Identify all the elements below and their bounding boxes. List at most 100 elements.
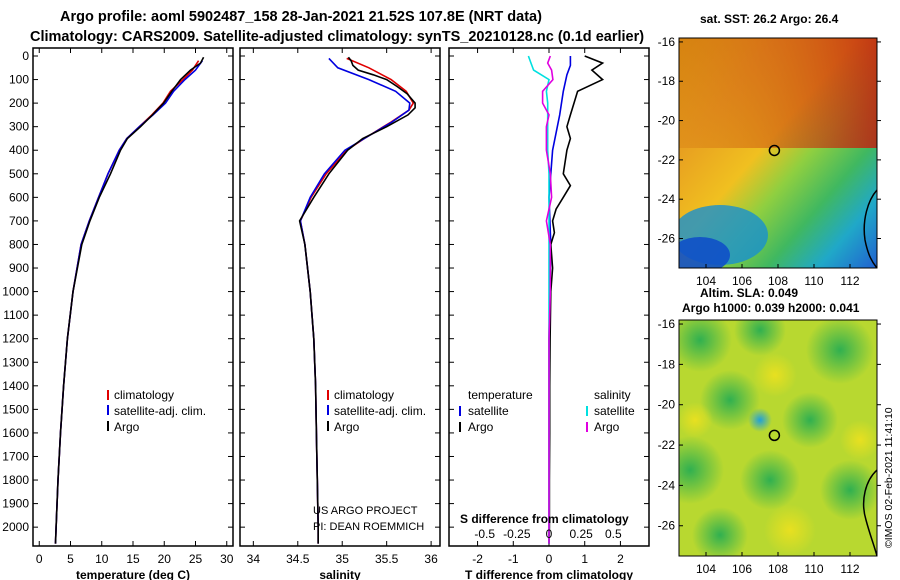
y-tick-label: -24 — [658, 478, 676, 492]
legend-label-t-argo: Argo — [468, 420, 494, 434]
sla-low-blob — [679, 402, 713, 438]
x-axis-label: T difference from climatology — [465, 568, 633, 580]
coastline — [863, 189, 877, 268]
y-tick-label: -16 — [658, 317, 676, 331]
y-tick-label: 1300 — [2, 355, 29, 369]
secondary-tick-label: 0 — [546, 527, 553, 541]
y-tick-label: -18 — [658, 74, 676, 88]
secondary-axis-ticks: -0.5 -0.25 0 0.25 0.5 — [474, 527, 622, 541]
legend-title-temperature: temperature — [468, 388, 533, 402]
x-tick-label: 106 — [732, 274, 752, 288]
salinity-legend: climatology satellite-adj. clim. Argo — [327, 388, 426, 434]
y-tick-label: 1200 — [2, 332, 29, 346]
sla-high-blob — [692, 507, 748, 556]
sla-high-blob — [700, 370, 760, 430]
float-position-marker — [768, 144, 781, 157]
x-tick-label: 104 — [696, 274, 716, 288]
x-tick-label: -2 — [472, 552, 483, 566]
legend-label-argo: Argo — [334, 420, 360, 434]
x-tick-label: 10 — [95, 552, 109, 566]
difference-plot: -2 -1 0 1 2 T difference from climatology — [449, 48, 649, 580]
y-tick-label: 200 — [9, 96, 29, 110]
x-tick-label: 35.5 — [375, 552, 399, 566]
y-tick-label: 1700 — [2, 449, 29, 463]
sla-map-subtitle: Argo h1000: 0.039 h2000: 0.041 — [682, 301, 860, 315]
y-tick-label: -26 — [658, 232, 676, 246]
y-tick-label: 0 — [22, 49, 29, 63]
salinity-panel — [239, 47, 441, 547]
x-tick-label: 110 — [804, 562, 823, 576]
x-axis-label: temperature (deg C) — [76, 568, 190, 580]
legend-label-s-argo: Argo — [594, 420, 620, 434]
y-tick-label: 1600 — [2, 426, 29, 440]
y-tick-label: 1500 — [2, 402, 29, 416]
x-tick-label: 15 — [126, 552, 140, 566]
secondary-axis-label: S difference from climatology — [460, 512, 629, 526]
y-tick-label: -16 — [658, 35, 676, 49]
x-tick-label: 1 — [581, 552, 588, 566]
sla-high-blob — [679, 320, 732, 372]
x-tick-label: 36 — [424, 552, 438, 566]
x-tick-label: 2 — [617, 552, 624, 566]
sla-high-blob — [679, 436, 724, 504]
y-tick-label: 300 — [9, 120, 29, 134]
sst-map-title: sat. SST: 26.2 Argo: 26.4 — [700, 12, 839, 26]
header-line2: Climatology: CARS2009. Satellite-adjuste… — [30, 29, 644, 45]
y-tick-label: 1000 — [2, 285, 29, 299]
y-tick-label: 700 — [9, 214, 29, 228]
y-tick-label: -24 — [658, 192, 676, 206]
series-line-satellite-adj-clim- — [54, 60, 204, 544]
header-line1: Argo profile: aoml 5902487_158 28-Jan-20… — [60, 9, 542, 25]
credit-line1: US ARGO PROJECT — [313, 505, 418, 517]
x-tick-label: 0 — [546, 552, 553, 566]
x-tick-label: 108 — [768, 274, 788, 288]
y-tick-label: 800 — [9, 237, 29, 251]
y-tick-label: 1100 — [3, 308, 29, 322]
x-tick-label: -1 — [508, 552, 519, 566]
sst-warm-overlay — [679, 38, 877, 148]
x-tick-label: 5 — [67, 552, 74, 566]
sla-high-blob — [806, 320, 874, 384]
series-line-argo — [54, 56, 205, 544]
legend-label-climatology: climatology — [334, 388, 394, 402]
sla-high-blob — [782, 392, 838, 448]
timestamp: ©IMOS 02-Feb-2021 11:41:10 — [883, 407, 895, 548]
float-position-marker — [768, 429, 781, 442]
y-tick-label: -20 — [658, 398, 676, 412]
difference-legend: temperature salinity satellite Argo sate… — [459, 388, 635, 434]
y-tick-label: -20 — [658, 114, 676, 128]
legend-title-salinity: salinity — [594, 388, 631, 402]
series-line-argo — [298, 56, 416, 544]
y-tick-label: -18 — [658, 357, 676, 371]
secondary-tick-label: -0.25 — [503, 527, 531, 541]
x-tick-label: 108 — [768, 562, 788, 576]
sla-high-blob — [734, 320, 786, 356]
x-tick-label: 112 — [840, 562, 859, 576]
y-tick-label: 600 — [9, 190, 29, 204]
secondary-tick-label: -0.5 — [474, 527, 495, 541]
x-tick-label: 112 — [840, 274, 859, 288]
x-tick-label: 20 — [158, 552, 172, 566]
y-tick-label: -22 — [658, 153, 676, 167]
sla-low-blob — [753, 353, 797, 397]
y-tick-label: 400 — [9, 143, 29, 157]
sla-cyan-spot — [748, 408, 772, 432]
sla-low-blob — [764, 504, 816, 556]
y-tick-label: 900 — [9, 261, 29, 275]
temperature-panel — [32, 47, 234, 547]
x-tick-label: 25 — [189, 552, 203, 566]
series-line-climatology — [54, 60, 200, 544]
x-tick-label: 110 — [804, 274, 823, 288]
temperature-plot: 0100200300400500600700800900100011001200… — [2, 48, 234, 580]
y-tick-label: -26 — [658, 519, 676, 533]
series-line-s-satellite — [527, 55, 550, 544]
secondary-tick-label: 0.5 — [605, 527, 622, 541]
legend-label-satellite: satellite-adj. clim. — [334, 404, 426, 418]
x-tick-label: 30 — [220, 552, 234, 566]
sla-low-blob — [840, 420, 877, 460]
legend-label-climatology: climatology — [114, 388, 174, 402]
credit-line2: PI: DEAN ROEMMICH — [313, 521, 424, 533]
x-tick-label: 104 — [696, 562, 716, 576]
y-tick-label: 1400 — [2, 379, 29, 393]
